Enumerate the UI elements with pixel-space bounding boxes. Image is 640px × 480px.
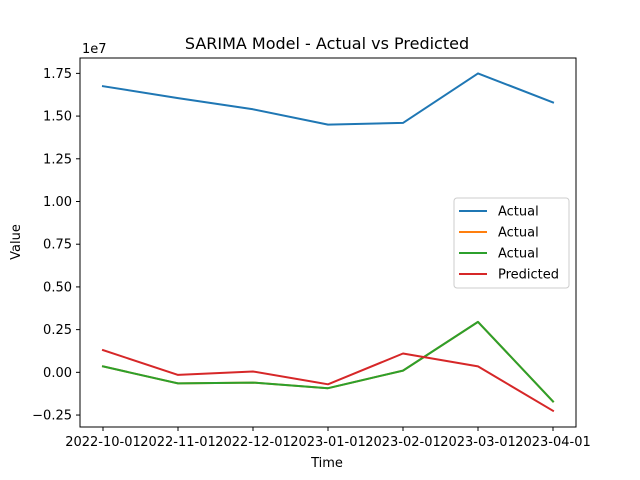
y-axis-offset-label: 1e7 [82,42,107,57]
series-line-2 [101,320,555,403]
y-tick-label-7: 1.50 [43,110,72,125]
y-tick-label-4: 0.75 [43,238,72,253]
legend-label-3: Predicted [498,268,559,283]
chart-title: SARIMA Model - Actual vs Predicted [185,34,469,53]
x-tick-label-1: 2022-11-01 [140,435,216,450]
legend-label-1: Actual [498,226,539,241]
legend-label-2: Actual [498,247,539,262]
y-tick-label-8: 1.75 [43,67,72,82]
series-line-0 [101,72,555,126]
x-tick-label-0: 2022-10-01 [65,435,141,450]
y-tick-label-3: 0.50 [43,280,72,295]
y-tick-label-0: −0.25 [32,409,72,424]
x-tick-label-6: 2023-04-01 [515,435,591,450]
x-tick-label-5: 2023-03-01 [440,435,516,450]
x-tick-label-3: 2023-01-01 [290,435,366,450]
legend-box [453,197,570,289]
y-tick-label-1: 0.00 [43,366,72,381]
series-line-3 [101,348,555,413]
series-line-1 [101,320,555,403]
plot-area: 2022-10-01 2022-11-01 2022-12-01 2023-01-01… [32,57,591,450]
y-axis-label: Value [9,224,24,260]
legend-label-0: Actual [498,205,539,220]
x-axis-label: Time [310,456,343,471]
y-tick-label-5: 1.00 [43,195,72,210]
x-tick-label-4: 2023-02-01 [365,435,441,450]
y-tick-label-2: 0.25 [43,323,72,338]
legend: Actual Actual Actual Predicted [453,197,570,289]
y-tick-label-6: 1.25 [43,152,72,167]
x-tick-label-2: 2022-12-01 [215,435,291,450]
